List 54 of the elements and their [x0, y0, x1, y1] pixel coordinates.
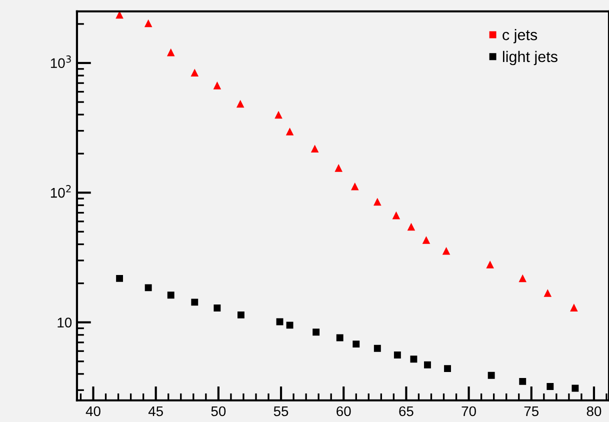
point: [394, 352, 401, 358]
point: [116, 274, 124, 282]
point: [351, 183, 358, 190]
x-tick-label: 55: [274, 406, 288, 416]
point: [374, 198, 381, 206]
point: [408, 224, 415, 231]
point: [544, 290, 552, 297]
point: [275, 112, 282, 119]
point: [214, 304, 221, 312]
x-tick-label: 45: [148, 406, 163, 416]
point: [488, 372, 495, 379]
point: [570, 304, 578, 312]
point: [286, 322, 294, 329]
point: [424, 361, 431, 368]
point: [116, 12, 124, 19]
point: [410, 356, 418, 363]
point: [144, 20, 152, 28]
point: [442, 248, 450, 255]
legend-label: c jets: [502, 29, 538, 44]
point: [191, 298, 198, 306]
point: [335, 164, 342, 172]
x-tick-label: 50: [211, 406, 226, 416]
point: [214, 82, 221, 90]
point: [144, 284, 152, 292]
point: [374, 344, 381, 352]
point: [237, 311, 244, 318]
point: [311, 146, 318, 153]
legend-label: light jets: [502, 50, 558, 66]
point: [422, 236, 430, 244]
point: [444, 365, 451, 372]
point: [236, 100, 244, 108]
point: [519, 378, 526, 385]
x-tick-label: 60: [336, 406, 351, 416]
point: [486, 261, 494, 268]
point: [276, 318, 284, 326]
point: [352, 340, 360, 348]
point: [167, 292, 174, 299]
point: [167, 49, 174, 56]
x-tick-label: 40: [86, 406, 100, 416]
x-tick-label: 80: [586, 406, 602, 416]
point: [312, 328, 320, 336]
point: [546, 383, 554, 390]
point: [336, 334, 344, 342]
point: [191, 70, 198, 77]
y-tick-label: 10$^{3}$: [50, 55, 71, 68]
x-tick-label: 70: [462, 406, 476, 416]
x-tick-label: 65: [399, 406, 414, 416]
point: [572, 384, 579, 392]
x-tick-label: 75: [524, 406, 539, 416]
y-tick-label: 10: [58, 318, 72, 328]
point: [286, 128, 294, 136]
y-tick-label: 10$^{2}$: [50, 185, 71, 198]
point: [392, 212, 400, 220]
point: [519, 275, 526, 282]
